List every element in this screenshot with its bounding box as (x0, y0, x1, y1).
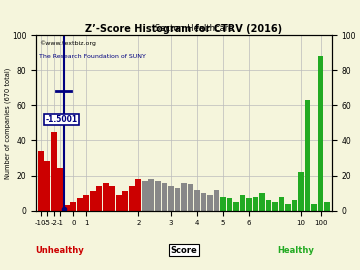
Bar (168, 186, 174, 211)
Bar (162, 183, 167, 211)
Bar (220, 197, 226, 211)
Bar (259, 193, 265, 211)
Bar (318, 56, 324, 211)
Text: Score: Score (171, 246, 197, 255)
Bar (213, 190, 219, 211)
Text: ©www.textbiz.org: ©www.textbiz.org (39, 40, 96, 46)
Bar (201, 193, 206, 211)
Bar (71, 202, 76, 211)
Bar (272, 202, 278, 211)
Text: Healthy: Healthy (278, 246, 315, 255)
Bar (246, 198, 252, 211)
Bar (207, 195, 213, 211)
Bar (142, 181, 148, 211)
Text: The Research Foundation of SUNY: The Research Foundation of SUNY (39, 55, 146, 59)
Bar (96, 186, 102, 211)
Text: Sector: Healthcare: Sector: Healthcare (155, 24, 234, 33)
Bar (109, 186, 115, 211)
Bar (188, 184, 193, 211)
Bar (84, 195, 89, 211)
Bar (233, 202, 239, 211)
Bar (122, 191, 128, 211)
Bar (44, 161, 50, 211)
Y-axis label: Number of companies (670 total): Number of companies (670 total) (4, 67, 11, 178)
Bar (298, 172, 304, 211)
Bar (77, 198, 83, 211)
Bar (239, 195, 246, 211)
Bar (253, 197, 258, 211)
Bar (285, 204, 291, 211)
Bar (305, 100, 310, 211)
Bar (175, 188, 180, 211)
Bar (64, 205, 70, 211)
Bar (51, 131, 57, 211)
Text: -1.5001: -1.5001 (46, 115, 78, 124)
Bar (194, 190, 200, 211)
Bar (324, 202, 330, 211)
Bar (155, 181, 161, 211)
Bar (181, 183, 187, 211)
Bar (103, 183, 109, 211)
Bar (129, 186, 135, 211)
Text: Unhealthy: Unhealthy (36, 246, 84, 255)
Bar (292, 200, 297, 211)
Bar (90, 191, 96, 211)
Bar (226, 198, 233, 211)
Bar (148, 179, 154, 211)
Bar (38, 151, 44, 211)
Title: Z’-Score Histogram for CTRV (2016): Z’-Score Histogram for CTRV (2016) (85, 24, 283, 34)
Bar (135, 179, 141, 211)
Bar (116, 195, 122, 211)
Bar (266, 200, 271, 211)
Bar (311, 204, 317, 211)
Bar (279, 197, 284, 211)
Bar (57, 168, 63, 211)
